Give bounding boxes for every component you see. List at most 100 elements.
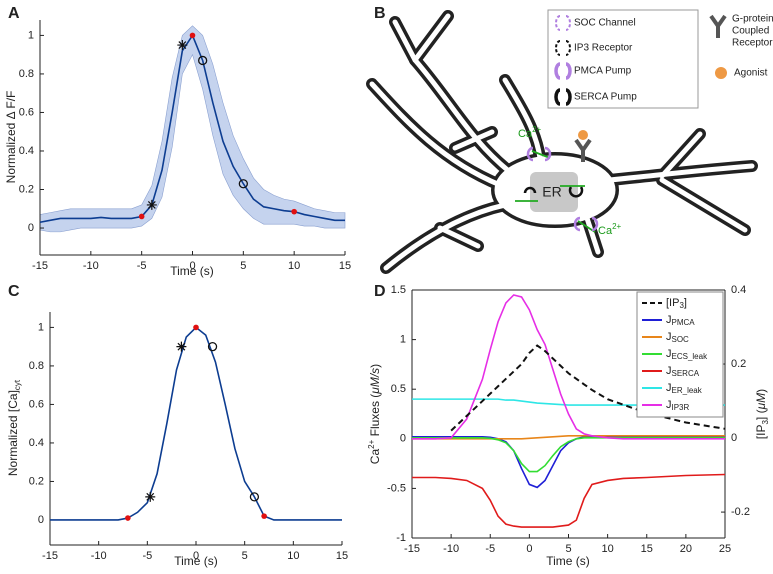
x-tick-label: -5 [142, 550, 152, 562]
legend-icon [555, 15, 571, 31]
x-tick-label: 0 [193, 550, 199, 562]
data-line [39, 33, 345, 224]
er-body [530, 172, 578, 212]
y2-tick-label: -0.2 [731, 506, 750, 518]
legend-label: JSOC [666, 331, 689, 344]
legend-icon [715, 67, 727, 79]
marker-asterisk [176, 341, 187, 352]
legend-text: Agonist [734, 68, 768, 79]
marker-circle [207, 342, 218, 352]
marker-asterisk [145, 491, 156, 502]
marker-dot [189, 32, 196, 39]
legend-icon [709, 14, 727, 38]
ca-label: Ca2+ [598, 222, 622, 237]
panel-label: A [8, 5, 20, 22]
x-tick-label: 25 [719, 543, 731, 555]
y-tick-label: 0.5 [391, 383, 406, 395]
x-tick-label: 0 [526, 543, 532, 555]
x-axis-label: Time (s) [546, 554, 590, 568]
legend-text: Coupled [732, 26, 769, 37]
marker-dot [193, 324, 199, 331]
x-tick-label: 5 [565, 543, 571, 555]
y-tick-label: 1 [38, 321, 44, 333]
data-line [50, 326, 342, 521]
error-band [39, 25, 346, 233]
legend-label: JECS_leak [666, 348, 708, 361]
marker-circle [198, 55, 208, 66]
legend-text: PMCA Pump [574, 66, 632, 77]
legend-label: JSERCA [666, 365, 700, 378]
x-tick-label: 5 [240, 260, 246, 272]
y-tick-label: 0.6 [29, 398, 44, 410]
legend-label: JIP3R [666, 399, 690, 412]
legend-label: JPMCA [666, 314, 695, 327]
panel-label: D [374, 283, 386, 300]
marker-circle [249, 492, 260, 502]
legend-icon [554, 62, 572, 80]
x-tick-label: -15 [42, 550, 58, 562]
y2-tick-label: 0.4 [731, 284, 746, 296]
marker-dot [125, 515, 131, 521]
agonist-icon [578, 130, 588, 140]
marker-asterisk [177, 40, 188, 51]
er-label: ER [542, 184, 561, 200]
y-axis-label: Normalized [Ca]cyt [6, 379, 22, 476]
y-tick-label: 0.4 [19, 145, 34, 157]
y-tick-label: 1.5 [391, 284, 406, 296]
x-tick-label: 10 [602, 543, 614, 555]
marker-dot [291, 208, 297, 215]
y-tick-label: -0.5 [387, 482, 406, 494]
y-tick-label: 0 [38, 514, 44, 526]
marker-asterisk [146, 199, 157, 210]
legend-icon [554, 88, 572, 106]
x-tick-label: 0 [189, 260, 195, 272]
y-tick-label: 0.4 [29, 437, 44, 449]
panel-label: C [8, 283, 20, 300]
pmca-icon [526, 146, 599, 232]
legend-icon [555, 40, 571, 56]
x-tick-label: -15 [404, 543, 420, 555]
x-tick-label: 15 [339, 260, 351, 272]
y2-tick-label: 0 [731, 432, 737, 444]
x-tick-label: -10 [83, 260, 99, 272]
x-tick-label: 10 [288, 260, 300, 272]
panel-label: B [374, 5, 386, 22]
y-tick-label: 0 [400, 433, 406, 445]
neuron-diagram: B ER Ca2+ Ca [366, 5, 773, 274]
marker-dot [138, 213, 145, 220]
x-axis-label: Time (s) [174, 554, 218, 568]
x-axis-label: Time (s) [170, 264, 214, 278]
y2-axis-label: [IP3] (μM) [754, 389, 770, 439]
x-tick-label: 20 [680, 543, 692, 555]
y-tick-label: 1 [400, 334, 406, 346]
legend-text: Receptor [732, 38, 773, 49]
legend-label: JER_leak [666, 382, 703, 395]
data-line [412, 435, 725, 440]
y2-tick-label: 0.2 [731, 358, 746, 370]
y-tick-label: 1 [28, 29, 34, 41]
legend-text: SERCA Pump [574, 92, 637, 103]
y-tick-label: 0.2 [19, 183, 34, 195]
data-line [412, 294, 725, 440]
legend-text: SOC Channel [574, 18, 636, 29]
x-tick-label: -10 [91, 550, 107, 562]
y-tick-label: 0 [28, 222, 34, 234]
legend-label: [IP3] [666, 297, 687, 310]
neuron-outline [366, 10, 758, 274]
y-axis-label: Normalized Δ F/F [4, 91, 18, 184]
data-line [412, 398, 725, 406]
x-tick-label: -10 [443, 543, 459, 555]
y-tick-label: 0.2 [29, 475, 44, 487]
y-tick-label: 0.6 [19, 106, 34, 118]
gpcr-icon [574, 138, 592, 162]
data-line [412, 436, 725, 489]
y-tick-label: -1 [396, 532, 406, 544]
x-tick-label: 5 [242, 550, 248, 562]
ca-label: Ca2+ [518, 125, 542, 140]
legend-text: G-protein [732, 14, 773, 25]
flux-arrow [515, 150, 596, 233]
x-tick-label: -15 [32, 260, 48, 272]
legend-text: IP3 Receptor [574, 43, 633, 54]
y-axis-label: Ca2+ Fluxes (μM/s) [367, 364, 382, 464]
